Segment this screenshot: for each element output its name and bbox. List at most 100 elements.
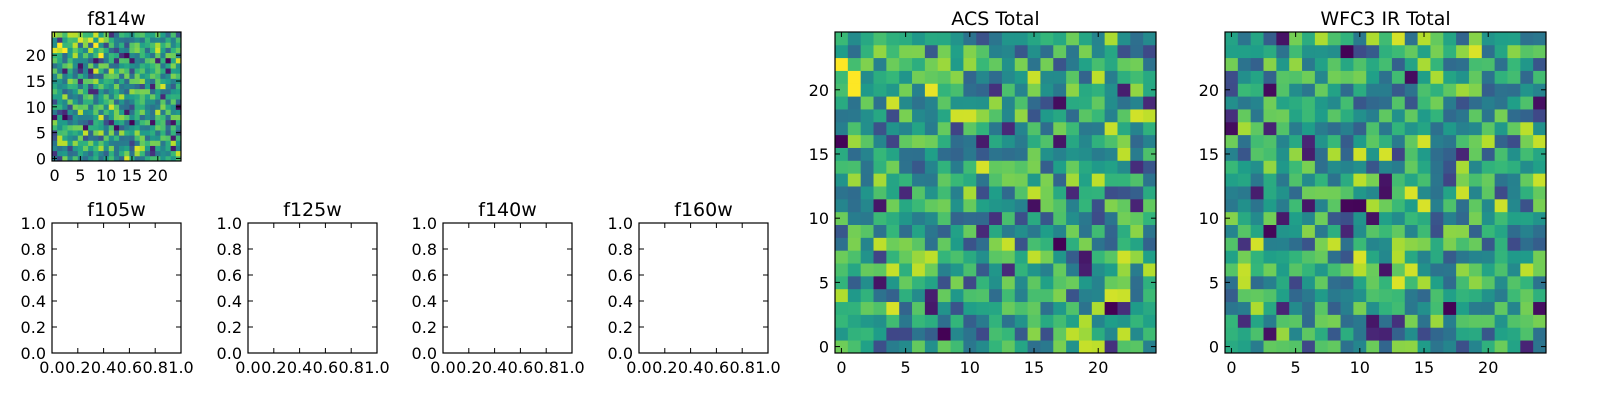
heatmap-cell: [963, 327, 977, 341]
heatmap-cell: [1289, 134, 1303, 148]
heatmap-cell: [62, 155, 68, 162]
heatmap-cell: [52, 62, 58, 69]
heatmap-cell: [1314, 288, 1329, 303]
heatmap-cell: [67, 104, 74, 110]
x-tick-label: 0.2: [456, 358, 481, 377]
heatmap-cell: [1014, 288, 1028, 303]
heatmap-cell: [155, 37, 161, 43]
heatmap-cell: [1481, 147, 1496, 161]
heatmap-cell: [1237, 173, 1252, 187]
heatmap-cell: [150, 155, 156, 162]
heatmap-cell: [108, 47, 115, 54]
heatmap-cell: [160, 135, 166, 141]
heatmap-cell: [1533, 275, 1547, 290]
heatmap-cell: [1263, 83, 1277, 97]
heatmap-cell: [1078, 32, 1093, 46]
heatmap-cell: [1130, 211, 1144, 225]
heatmap-cell: [1250, 237, 1264, 251]
heatmap-cell: [976, 224, 990, 238]
heatmap-cell: [1130, 237, 1144, 251]
heatmap-cell: [1143, 134, 1157, 148]
heatmap-cell: [72, 78, 79, 84]
heatmap-cell: [989, 160, 1003, 174]
heatmap-cell: [150, 73, 156, 79]
heatmap-cell: [899, 109, 913, 123]
heatmap-cell: [1053, 121, 1067, 136]
heatmap-cell: [103, 62, 110, 69]
heatmap-cell: [1225, 147, 1239, 161]
heatmap-cell: [1263, 96, 1277, 110]
heatmap-cell: [160, 62, 166, 69]
heatmap-cell: [1001, 173, 1016, 187]
heatmap-cell: [144, 150, 151, 157]
heatmap-cell: [134, 93, 141, 100]
y-tick-label: 1.0: [217, 214, 242, 233]
heatmap-cell: [1340, 147, 1354, 161]
heatmap-cell: [1404, 70, 1418, 84]
heatmap-cell: [1353, 44, 1367, 59]
heatmap-cell: [1340, 340, 1354, 354]
heatmap-cell: [1040, 121, 1054, 136]
heatmap-cell: [1481, 109, 1496, 123]
x-tick-label: 0.8: [729, 358, 754, 377]
heatmap-cell: [72, 62, 79, 69]
heatmap-cell: [98, 140, 104, 146]
heatmap-cell: [1468, 173, 1483, 187]
heatmap-cell: [175, 145, 182, 152]
heatmap-cell: [1353, 32, 1367, 46]
heatmap-cell: [1053, 109, 1067, 123]
heatmap-cell: [1404, 83, 1418, 97]
heatmap-cell: [1250, 275, 1264, 290]
heatmap-cell: [835, 32, 849, 46]
y-tick-label: 0.6: [608, 266, 633, 285]
x-tick-label: 15: [1024, 358, 1044, 377]
heatmap-cell: [1040, 83, 1054, 97]
heatmap-cell: [144, 88, 151, 95]
heatmap-cell: [175, 57, 182, 64]
heatmap-cell: [1053, 44, 1067, 59]
heatmap-cell: [1340, 70, 1354, 84]
heatmap-cell: [1340, 275, 1354, 290]
heatmap-cell: [1001, 121, 1016, 136]
heatmap-cell: [1417, 121, 1431, 136]
heatmap-cell: [155, 73, 161, 79]
heatmap-cell: [1001, 198, 1016, 213]
heatmap-cell: [1417, 134, 1431, 148]
heatmap-cell: [1225, 301, 1239, 315]
heatmap-cell: [899, 301, 913, 315]
heatmap-cell: [1027, 121, 1041, 136]
heatmap-cell: [1417, 173, 1431, 187]
heatmap-cell: [1091, 288, 1106, 303]
heatmap-cell: [1366, 109, 1380, 123]
heatmap-cell: [899, 147, 913, 161]
heatmap-cell: [88, 145, 94, 152]
heatmap-cell: [847, 96, 862, 110]
heatmap-cell: [1314, 57, 1329, 71]
heatmap-cell: [1507, 186, 1521, 200]
heatmap-cell: [1117, 288, 1131, 303]
heatmap-cell: [1091, 173, 1106, 187]
heatmap-cell: [886, 340, 900, 354]
heatmap-cell: [93, 42, 99, 48]
heatmap-cell: [103, 73, 110, 79]
heatmap-cell: [1456, 301, 1470, 315]
heatmap-cell: [175, 47, 182, 54]
heatmap-cell: [835, 121, 849, 136]
heatmap-cell: [67, 62, 74, 69]
heatmap-cell: [924, 288, 939, 303]
heatmap-cell: [52, 42, 58, 48]
heatmap-cell: [963, 70, 977, 84]
heatmap-cell: [124, 68, 130, 74]
heatmap-cell: [1104, 224, 1118, 238]
heatmap-cell: [1066, 211, 1080, 225]
heatmap-cell: [1533, 301, 1547, 315]
heatmap-cell: [1481, 44, 1496, 59]
heatmap-cell: [119, 104, 125, 110]
heatmap-cell: [139, 62, 146, 69]
heatmap-cell: [129, 130, 135, 136]
heatmap-cell: [1520, 314, 1534, 328]
heatmap-cell: [1430, 327, 1444, 341]
heatmap-cell: [155, 104, 161, 110]
heatmap-cell: [1456, 327, 1470, 341]
